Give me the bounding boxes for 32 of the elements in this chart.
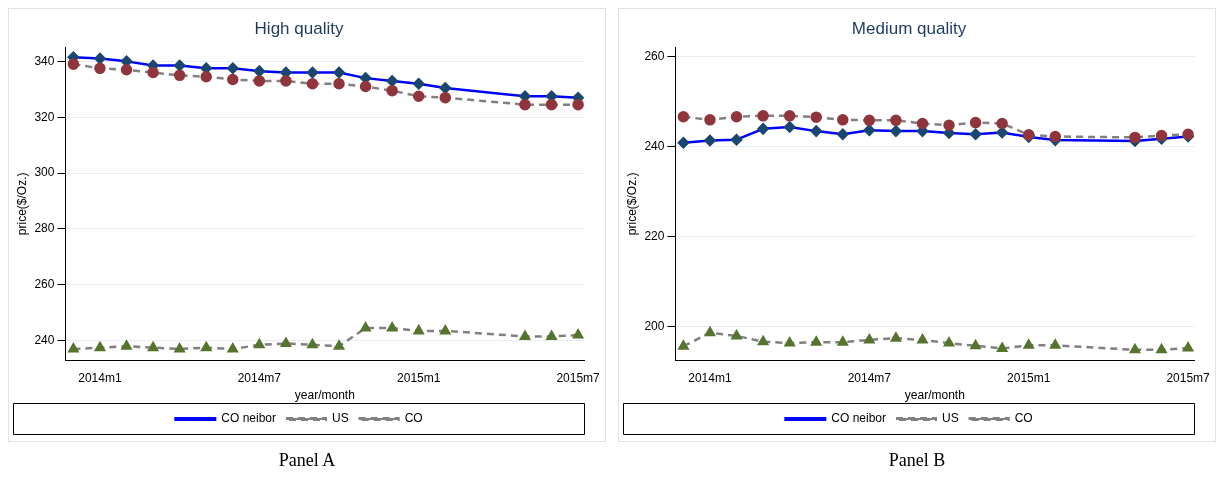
x-tick-label: 2014m1	[688, 370, 732, 385]
y-tick-label: 340	[34, 53, 55, 68]
x-tick-label: 2014m7	[237, 370, 282, 385]
legend-label: US	[942, 411, 959, 426]
y-tick-label: 300	[34, 165, 55, 180]
y-tick-label: 220	[644, 228, 665, 243]
y-tick-label: 240	[34, 332, 55, 347]
legend-label: CO neibor	[221, 411, 277, 426]
x-tick-label: 2015m1	[1007, 370, 1051, 385]
x-tick-label: 2014m7	[847, 370, 892, 385]
x-axis-title: year/month	[904, 388, 965, 403]
y-tick-label: 260	[644, 48, 665, 63]
y-tick-label: 320	[34, 109, 55, 124]
y-tick-label: 240	[644, 138, 665, 153]
x-tick-label: 2015m7	[556, 370, 601, 385]
x-tick-label: 2014m1	[78, 370, 122, 385]
legend-label: CO neibor	[831, 411, 887, 426]
y-axis-title: price($/Oz.)	[624, 172, 639, 236]
x-axis-title: year/month	[294, 388, 355, 403]
y-axis-title: price($/Oz.)	[14, 172, 29, 236]
y-tick-label: 200	[644, 318, 665, 333]
legend-label: US	[332, 411, 349, 426]
chart-title: High quality	[254, 18, 344, 38]
y-tick-label: 280	[34, 221, 55, 236]
x-tick-label: 2015m7	[1166, 370, 1211, 385]
x-tick-label: 2015m1	[397, 370, 441, 385]
legend-label: CO	[1014, 411, 1033, 426]
y-tick-label: 260	[34, 277, 55, 292]
chart-title: Medium quality	[851, 18, 967, 38]
text: Panel A	[278, 450, 336, 471]
legend-label: CO	[404, 411, 423, 426]
text: Panel B	[888, 450, 946, 471]
